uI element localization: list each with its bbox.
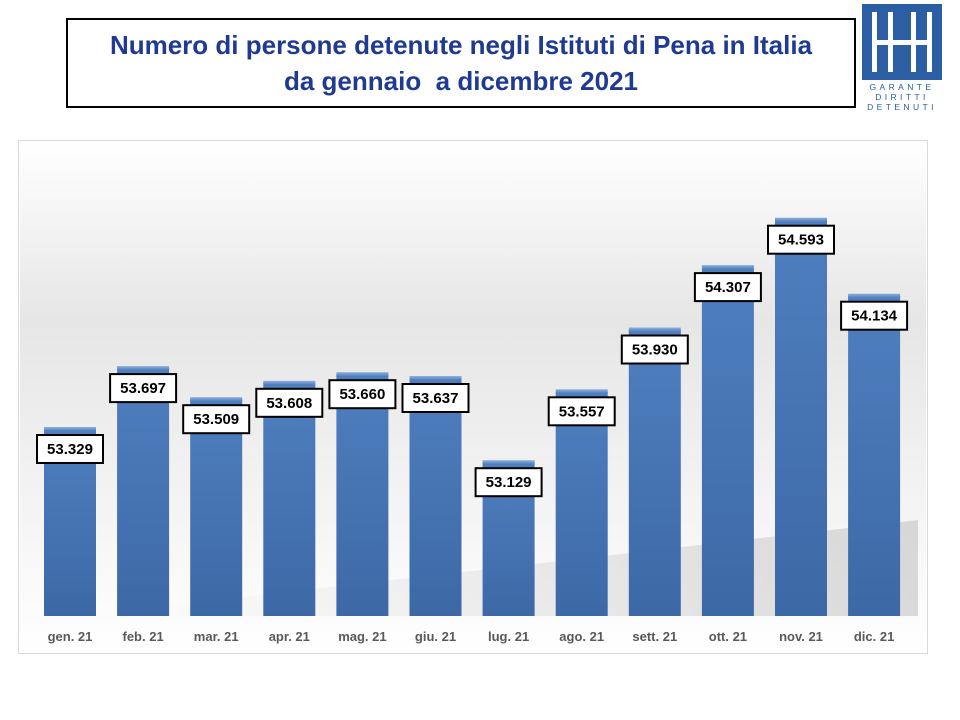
bar-8 [628, 329, 681, 616]
data-label-8: 53.930 [620, 334, 689, 365]
data-label-box-0 [36, 434, 104, 464]
data-label-2: 53.509 [182, 404, 251, 435]
bar-7 [555, 391, 608, 616]
x-tick-label-11: dic. 21 [854, 629, 894, 644]
bar-top-3 [263, 380, 316, 385]
x-tick-label-0: gen. 21 [48, 629, 93, 644]
data-label-text-11: 54.134 [851, 308, 898, 325]
x-tick-label-8: sett. 21 [632, 629, 677, 644]
data-label-11: 54.134 [840, 300, 909, 331]
data-label-text-5: 53.637 [413, 390, 459, 407]
data-label-text-6: 53.129 [486, 474, 532, 491]
data-label-6: 53.129 [474, 467, 543, 498]
data-label-10: 54.593 [767, 224, 835, 255]
logo-text-detenuti: DETENUTI [867, 102, 937, 112]
data-label-box-10 [767, 224, 835, 255]
bar-10 [775, 219, 827, 616]
data-label-text-3: 53.608 [266, 395, 312, 412]
chart-title-line-1: Numero di persone detenute negli Istitut… [109, 30, 813, 60]
data-label-0: 53.329 [36, 434, 104, 464]
data-label-text-4: 53.660 [339, 386, 385, 403]
data-label-box-4 [328, 379, 397, 410]
data-label-7: 53.557 [547, 396, 616, 427]
bar-top-6 [482, 460, 535, 465]
bar-chart: 53.329 53.697 53.509 53.608 53.660 53.637 53.1… [20, 142, 926, 652]
bar-2 [190, 399, 243, 616]
data-label-9: 54.307 [693, 272, 762, 303]
data-label-text-7: 53.557 [559, 403, 605, 420]
bar-9 [701, 267, 754, 616]
x-tick-label-3: apr. 21 [269, 629, 310, 644]
x-tick-label-7: ago. 21 [559, 629, 604, 644]
data-label-box-5 [401, 383, 470, 413]
bar-top-8 [628, 327, 681, 332]
data-label-1: 53.697 [109, 373, 178, 404]
data-label-box-7 [547, 396, 616, 427]
data-label-text-9: 54.307 [705, 279, 751, 296]
data-label-3: 53.608 [255, 387, 324, 418]
data-label-box-11 [840, 300, 909, 331]
logo-text-garante: GARANTE [869, 82, 935, 92]
x-tick-label-1: feb. 21 [123, 629, 164, 644]
data-label-text-8: 53.930 [632, 342, 678, 359]
bar-3 [263, 382, 316, 616]
bar-top-1 [117, 366, 170, 371]
bar-top-11 [848, 293, 901, 298]
bar-top-10 [775, 217, 827, 222]
bar-top-5 [409, 376, 462, 380]
x-tick-label-2: mar. 21 [194, 629, 239, 644]
bar-11 [848, 295, 901, 616]
logo-text-diritti: DIRITTI [875, 92, 929, 102]
data-label-5: 53.637 [401, 383, 470, 413]
data-label-4: 53.660 [328, 379, 397, 410]
x-tick-label-10: nov. 21 [779, 629, 823, 644]
data-label-box-1 [109, 373, 178, 404]
x-tick-label-4: mag. 21 [338, 629, 386, 644]
garante-logo: GARANTE DIRITTI DETENUTI [862, 4, 942, 114]
bar-5 [409, 378, 462, 616]
data-label-text-10: 54.593 [778, 232, 824, 249]
bar-top-7 [555, 389, 608, 394]
bar-top-9 [701, 265, 754, 270]
data-label-box-6 [474, 467, 543, 498]
data-label-text-2: 53.509 [193, 411, 239, 428]
x-tick-label-9: ott. 21 [709, 629, 747, 644]
bar-4 [336, 374, 389, 616]
bar-1 [117, 368, 170, 616]
data-label-box-9 [693, 272, 762, 303]
bar-top-2 [190, 397, 243, 402]
chart-title-line-2: da gennaio a dicembre 2021 [283, 66, 639, 96]
data-label-box-8 [620, 334, 689, 365]
data-label-box-2 [182, 404, 251, 435]
data-label-text-1: 53.697 [120, 380, 166, 397]
chart-title-box: Numero di persone detenute negli Istitut… [66, 18, 856, 108]
garante-logo-mark [862, 4, 942, 80]
x-tick-label-5: giu. 21 [415, 629, 456, 644]
data-label-text-0: 53.329 [47, 441, 93, 458]
x-tick-label-6: lug. 21 [488, 629, 529, 644]
bar-top-0 [44, 427, 96, 431]
bar-top-4 [336, 372, 389, 377]
data-label-box-3 [255, 387, 324, 418]
